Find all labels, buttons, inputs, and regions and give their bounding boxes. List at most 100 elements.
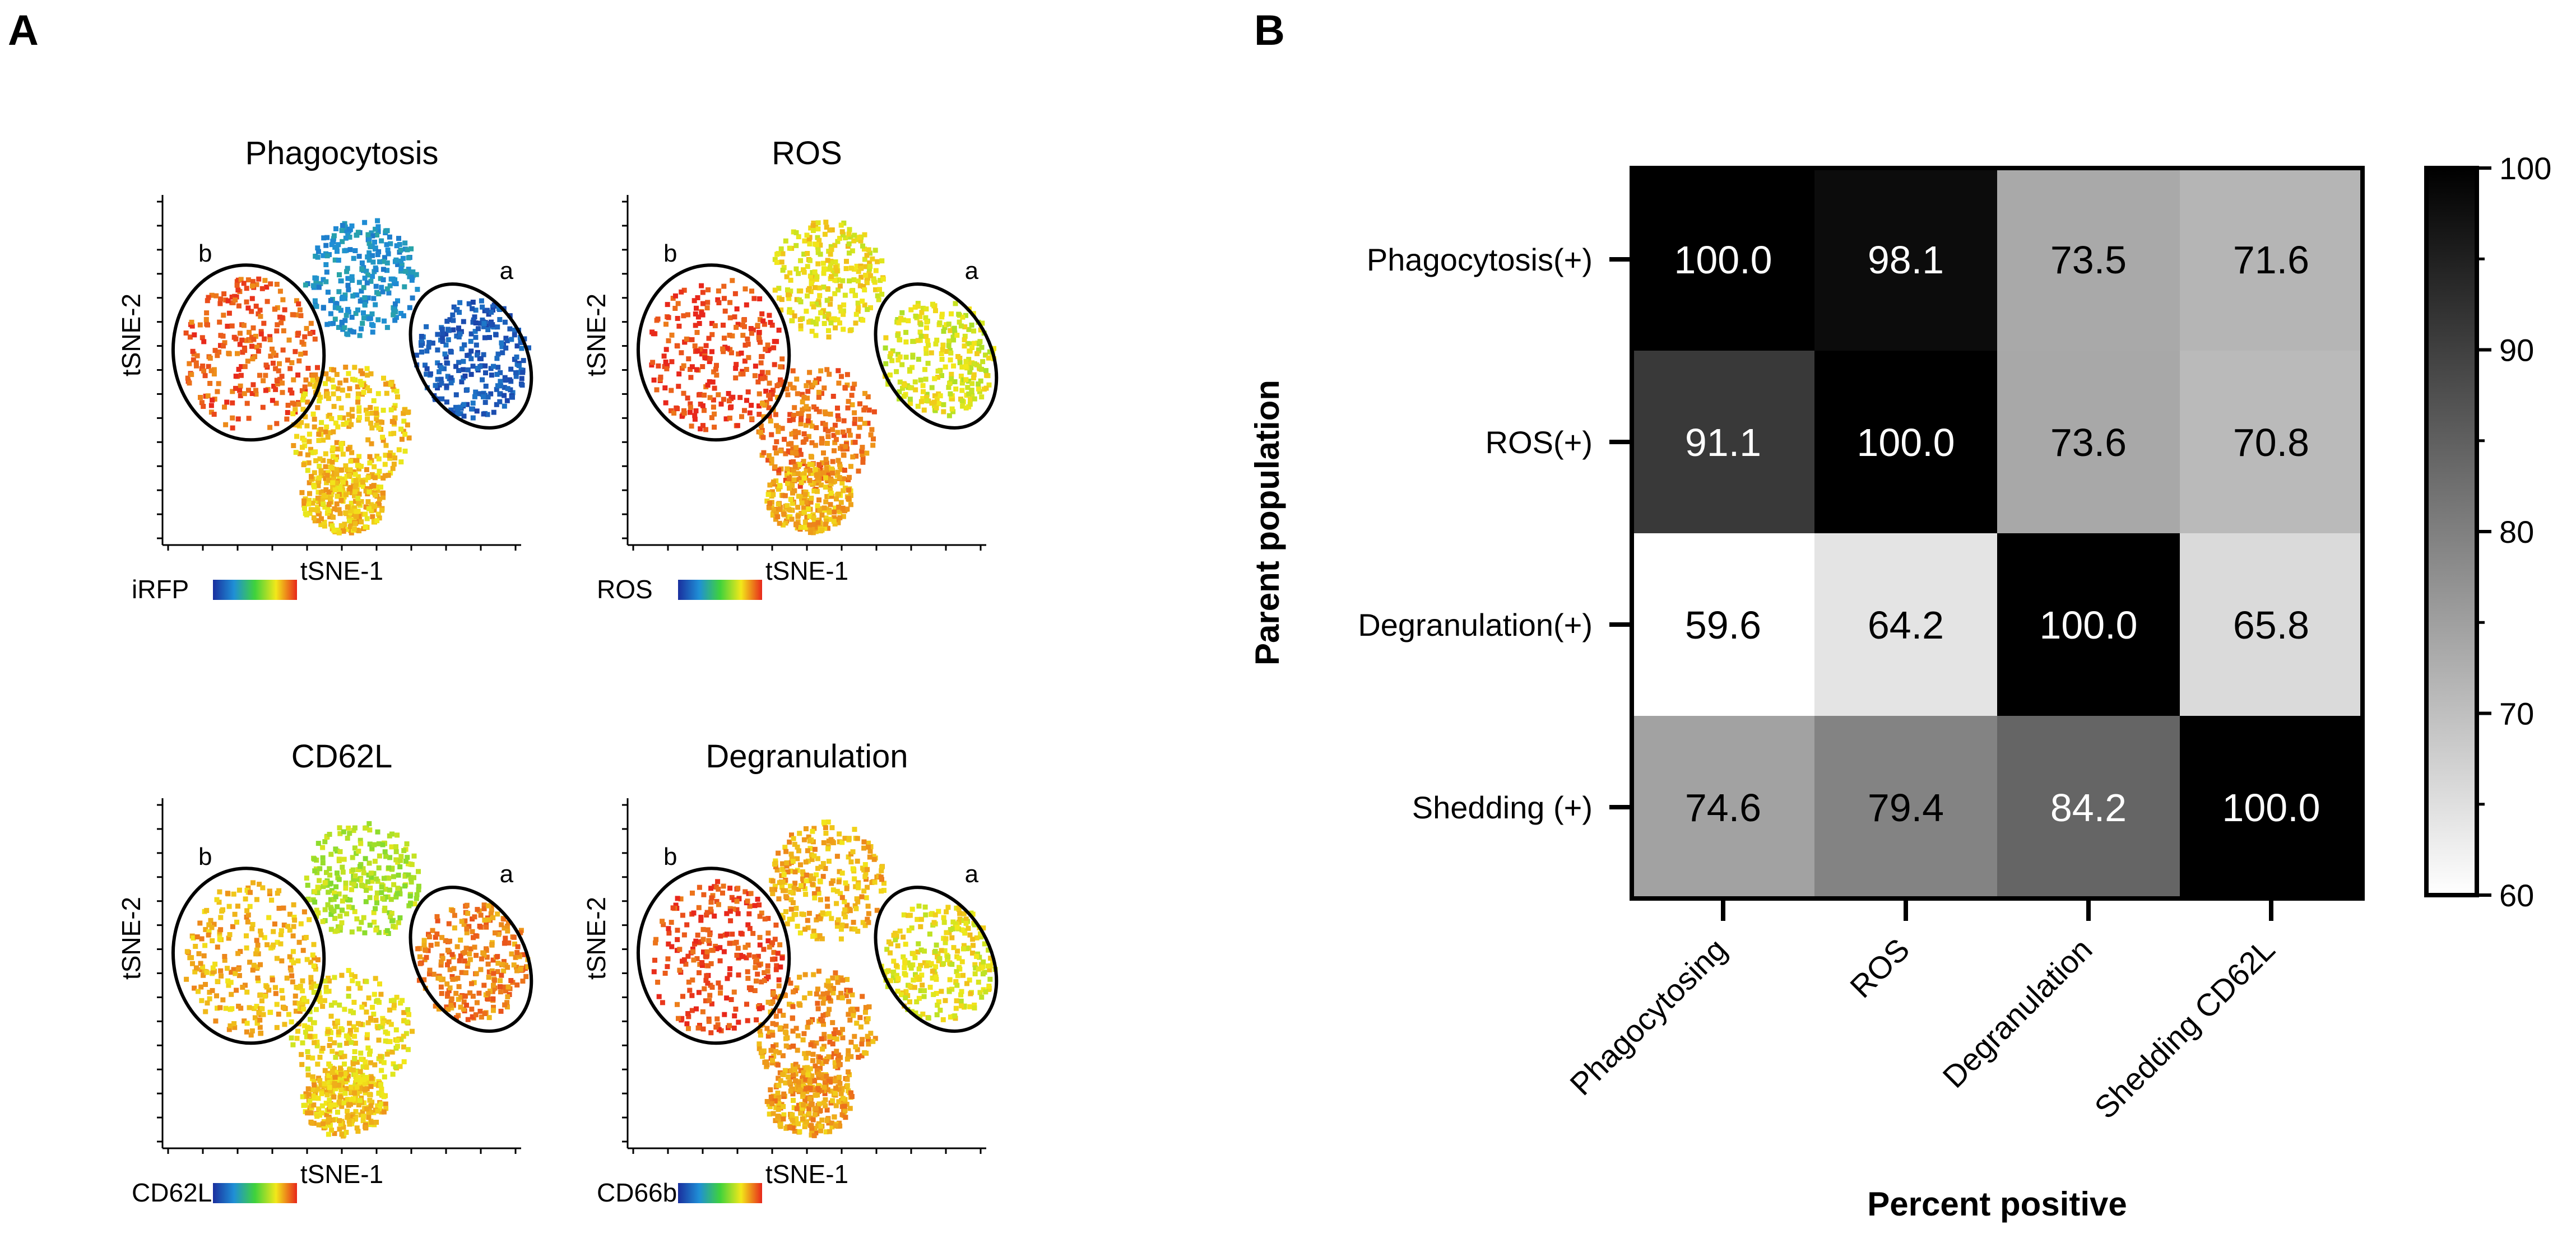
tsne-point bbox=[216, 900, 222, 905]
tsne-point bbox=[696, 905, 702, 910]
tsne-point bbox=[825, 984, 831, 989]
tsne-point bbox=[234, 919, 239, 925]
tsne-point bbox=[351, 877, 356, 883]
tsne-point bbox=[791, 477, 797, 483]
tsne-point bbox=[664, 366, 670, 371]
tsne-point bbox=[315, 379, 321, 385]
tsne-point bbox=[218, 927, 224, 933]
tsne-point bbox=[779, 955, 785, 961]
tsne-point bbox=[381, 1094, 387, 1100]
tsne-point bbox=[386, 865, 392, 870]
tsne-point bbox=[367, 454, 373, 459]
tsne-point bbox=[468, 946, 474, 952]
tsne-point bbox=[961, 911, 967, 916]
tsne-point bbox=[963, 405, 969, 411]
tsne-point bbox=[366, 1115, 372, 1120]
tsne-point bbox=[810, 882, 815, 887]
tsne-point bbox=[375, 391, 381, 397]
tsne-point bbox=[477, 364, 483, 369]
tsne-point bbox=[825, 819, 831, 825]
tsne-point bbox=[781, 872, 787, 878]
tsne-point bbox=[193, 944, 198, 949]
tsne-point bbox=[722, 308, 728, 314]
tsne-point bbox=[490, 957, 496, 963]
tsne-point bbox=[865, 1036, 871, 1042]
tsne-point bbox=[377, 853, 382, 859]
tsne-point bbox=[361, 1114, 366, 1119]
tsne-point bbox=[773, 1022, 779, 1027]
tsne-point bbox=[691, 957, 697, 963]
tsne-point bbox=[758, 430, 763, 435]
tsne-point bbox=[744, 367, 749, 372]
tsne-point bbox=[762, 322, 767, 327]
tsne-point bbox=[962, 930, 968, 936]
tsne-point bbox=[796, 430, 801, 435]
tsne-point bbox=[986, 984, 992, 989]
tsne-point bbox=[793, 522, 799, 528]
tsne-point bbox=[465, 353, 470, 358]
tsne-point bbox=[336, 305, 342, 311]
tsne-point bbox=[305, 1049, 310, 1054]
tsne-point bbox=[686, 1014, 691, 1019]
tsne-point bbox=[677, 967, 683, 973]
tsne-point bbox=[470, 929, 475, 934]
tsne-point bbox=[836, 287, 841, 293]
tsne-point bbox=[317, 995, 323, 1000]
tsne-point bbox=[802, 525, 808, 530]
tsne-point bbox=[304, 423, 310, 429]
tsne-point bbox=[749, 403, 754, 408]
tsne-point bbox=[226, 351, 231, 356]
tsne-point bbox=[742, 408, 747, 413]
tsne-point bbox=[835, 430, 841, 435]
tsne-point bbox=[675, 316, 680, 321]
tsne-point bbox=[791, 385, 797, 391]
tsne-point bbox=[282, 307, 287, 313]
tsne-point bbox=[987, 976, 993, 982]
tsne-point bbox=[294, 985, 299, 990]
tsne-point bbox=[957, 319, 962, 325]
tsne-point bbox=[352, 845, 358, 851]
tsne-point bbox=[802, 972, 808, 977]
tsne-point bbox=[352, 365, 358, 370]
tsne-point bbox=[352, 1033, 358, 1039]
tsne-point bbox=[467, 957, 473, 962]
tsne-point bbox=[267, 334, 273, 339]
tsne-point bbox=[776, 896, 782, 902]
tsne-point bbox=[756, 403, 762, 409]
tsne-point bbox=[218, 343, 223, 348]
tsne-point bbox=[339, 1080, 345, 1086]
tsne-point bbox=[780, 1053, 786, 1059]
tsne-point bbox=[925, 338, 930, 343]
tsne-point bbox=[887, 354, 893, 360]
tsne-point bbox=[346, 371, 351, 376]
tsne-point bbox=[865, 904, 871, 909]
tsne-point bbox=[444, 360, 449, 366]
tsne-point bbox=[511, 962, 517, 968]
tsne-point bbox=[268, 281, 273, 287]
tsne-point bbox=[972, 971, 978, 976]
tsne-point bbox=[279, 928, 284, 934]
tsne-point bbox=[795, 1033, 801, 1039]
tsne-point bbox=[909, 925, 915, 931]
tsne-point bbox=[841, 514, 846, 519]
tsne-point bbox=[900, 385, 905, 391]
tsne-point bbox=[338, 498, 344, 503]
tsne-point bbox=[871, 278, 877, 283]
tsne-point bbox=[922, 948, 927, 954]
tsne-point bbox=[722, 296, 727, 301]
tsne-point bbox=[340, 239, 345, 244]
tsne-point bbox=[479, 956, 484, 962]
tsne-point bbox=[482, 1011, 488, 1016]
tsne-point bbox=[796, 493, 801, 499]
tsne-point bbox=[319, 1110, 324, 1116]
tsne-point bbox=[384, 260, 390, 266]
tsne-point bbox=[189, 372, 194, 378]
tsne-point bbox=[332, 1067, 337, 1072]
tsne-point bbox=[734, 939, 739, 945]
tsne-point bbox=[499, 922, 504, 928]
tsne-point bbox=[962, 324, 968, 329]
tsne-point bbox=[368, 1084, 374, 1089]
tsne-point bbox=[980, 359, 986, 365]
tsne-point bbox=[374, 518, 380, 524]
tsne-point bbox=[369, 490, 375, 495]
